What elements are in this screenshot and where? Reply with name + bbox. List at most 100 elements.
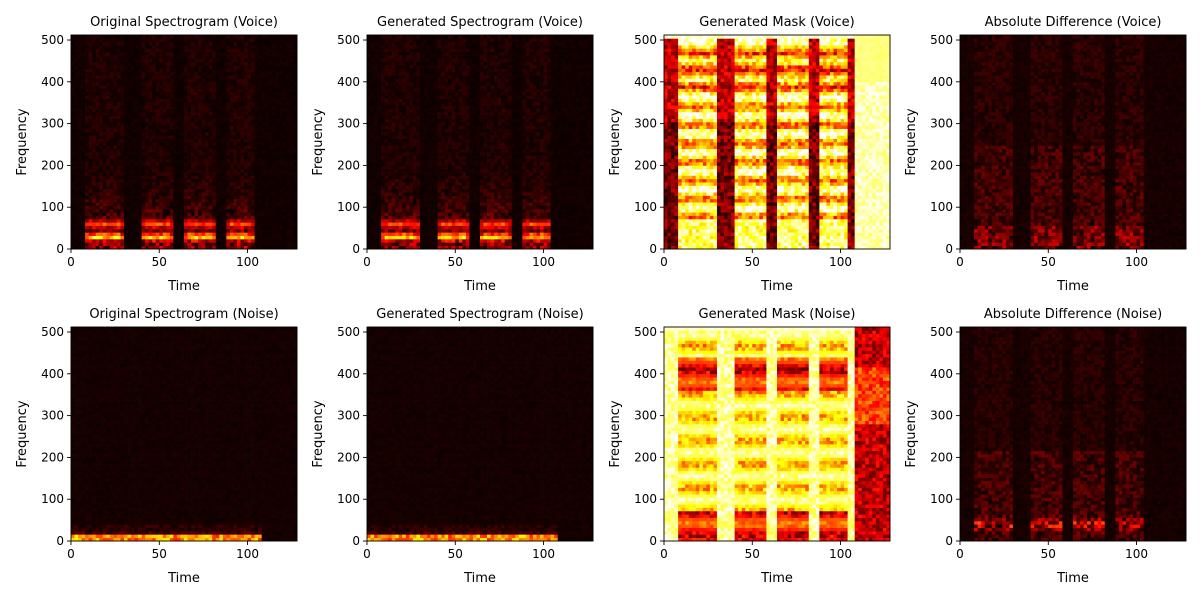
heatmap-cell xyxy=(92,99,96,103)
heatmap-cell xyxy=(78,129,82,133)
heatmap-cell xyxy=(205,209,209,213)
heatmap-cell xyxy=(135,135,139,139)
heatmap-cell xyxy=(120,179,124,183)
heatmap-cell xyxy=(131,169,135,173)
heatmap-cell xyxy=(170,52,174,56)
heatmap-cell xyxy=(117,149,121,153)
heatmap-cell xyxy=(184,99,188,103)
heatmap-cell xyxy=(124,122,128,126)
heatmap-cell xyxy=(128,226,132,230)
heatmap-cell xyxy=(135,189,139,193)
heatmap-cell xyxy=(230,142,234,146)
heatmap-cell xyxy=(99,202,103,206)
heatmap-cell xyxy=(209,239,213,243)
heatmap-cell xyxy=(230,232,234,236)
heatmap-cell xyxy=(117,72,121,76)
heatmap-cell xyxy=(117,232,121,236)
heatmap-cell xyxy=(173,72,177,76)
heatmap-cell xyxy=(170,129,174,133)
heatmap-cell xyxy=(191,85,195,89)
heatmap-cell xyxy=(138,115,142,119)
heatmap-cell xyxy=(110,139,114,143)
heatmap-cell xyxy=(184,109,188,113)
heatmap-cell xyxy=(85,115,89,119)
heatmap-cell xyxy=(166,162,170,166)
heatmap-cell xyxy=(110,102,114,106)
heatmap-cell xyxy=(92,65,96,69)
heatmap-cell xyxy=(128,105,132,109)
heatmap-cell xyxy=(198,75,202,79)
heatmap-cell xyxy=(89,135,93,139)
heatmap-cell xyxy=(184,35,188,39)
heatmap-cell xyxy=(223,132,227,136)
heatmap-cell xyxy=(166,139,170,143)
heatmap-cell xyxy=(71,105,75,109)
heatmap-cell xyxy=(209,222,213,226)
heatmap-cell xyxy=(226,155,230,159)
heatmap-cell xyxy=(219,95,223,99)
heatmap-cell xyxy=(163,58,167,62)
heatmap-cell xyxy=(149,78,153,82)
heatmap-cell xyxy=(106,65,110,69)
heatmap-cell xyxy=(188,206,192,210)
heatmap-cell xyxy=(209,78,213,82)
heatmap-cell xyxy=(92,92,96,96)
heatmap-cell xyxy=(113,105,117,109)
heatmap-cell xyxy=(166,75,170,79)
heatmap-cell xyxy=(117,135,121,139)
heatmap-cell xyxy=(166,72,170,76)
heatmap-cell xyxy=(103,236,107,240)
heatmap-cell xyxy=(124,232,128,236)
heatmap-cell xyxy=(159,109,163,113)
heatmap-cell xyxy=(184,219,188,223)
heatmap-cell xyxy=(142,52,146,56)
heatmap-cell xyxy=(163,182,167,186)
heatmap-cell xyxy=(142,139,146,143)
heatmap-cell xyxy=(159,75,163,79)
heatmap-cell xyxy=(156,222,160,226)
heatmap-cell xyxy=(82,58,86,62)
heatmap-cell xyxy=(85,212,89,216)
heatmap-cell xyxy=(124,139,128,143)
heatmap-cell xyxy=(202,209,206,213)
heatmap-cell xyxy=(120,125,124,129)
heatmap-cell xyxy=(96,145,100,149)
heatmap-cell xyxy=(78,55,82,59)
heatmap-cell xyxy=(128,199,132,203)
heatmap-cell xyxy=(230,58,234,62)
heatmap-cell xyxy=(78,109,82,113)
heatmap-cell xyxy=(237,72,241,76)
heatmap-cell xyxy=(230,206,234,210)
heatmap-cell xyxy=(159,62,163,66)
heatmap-cell xyxy=(145,38,149,42)
heatmap-cell xyxy=(212,202,216,206)
heatmap-cell xyxy=(131,122,135,126)
heatmap-cell xyxy=(106,115,110,119)
heatmap-cell xyxy=(209,159,213,163)
heatmap-cell xyxy=(205,82,209,86)
heatmap-cell xyxy=(230,172,234,176)
heatmap-cell xyxy=(212,102,216,106)
heatmap-cell xyxy=(233,189,237,193)
heatmap-cell xyxy=(184,199,188,203)
heatmap-cell xyxy=(120,209,124,213)
heatmap-cell xyxy=(152,119,156,123)
heatmap-cell xyxy=(209,149,213,153)
heatmap-cell xyxy=(184,125,188,129)
heatmap-cell xyxy=(170,139,174,143)
heatmap-cell xyxy=(233,229,237,233)
heatmap-cell xyxy=(145,159,149,163)
heatmap-cell xyxy=(110,216,114,220)
heatmap-cell xyxy=(170,145,174,149)
heatmap-cell xyxy=(202,192,206,196)
heatmap-cell xyxy=(226,52,230,56)
heatmap-cell xyxy=(159,72,163,76)
heatmap-cell xyxy=(180,202,184,206)
heatmap-cell xyxy=(166,189,170,193)
heatmap-cell xyxy=(198,95,202,99)
heatmap-cell xyxy=(117,105,121,109)
heatmap-cell xyxy=(82,232,86,236)
heatmap-cell xyxy=(149,169,153,173)
heatmap-cell xyxy=(237,209,241,213)
heatmap-cell xyxy=(71,58,75,62)
